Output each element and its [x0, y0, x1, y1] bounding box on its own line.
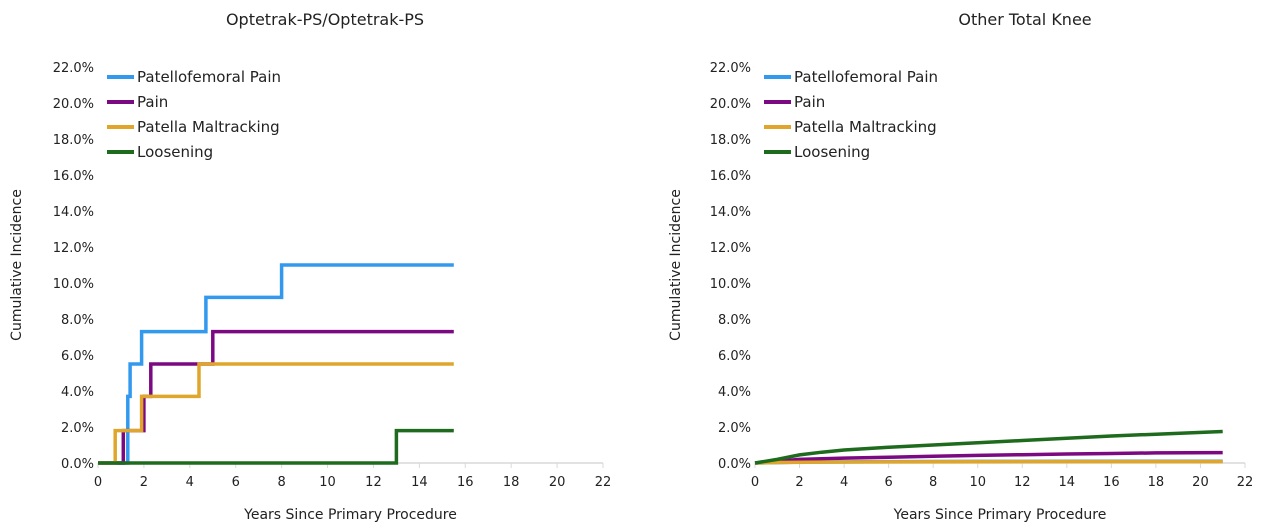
y-tick-label: 18.0% — [710, 133, 751, 148]
y-tick-label: 12.0% — [53, 241, 94, 256]
legend-label: Patella Maltracking — [137, 118, 280, 136]
series-line-patella-maltracking — [754, 459, 1223, 465]
legend-label: Patella Maltracking — [794, 118, 937, 136]
x-tick-label: 14 — [411, 475, 428, 490]
x-axis-label: Years Since Primary Procedure — [893, 507, 1107, 523]
legend-label: Patellofemoral Pain — [794, 68, 938, 86]
y-tick-label: 12.0% — [710, 241, 751, 256]
y-tick-label: 20.0% — [710, 97, 751, 112]
x-tick-label: 20 — [549, 475, 566, 490]
y-tick-label: 16.0% — [53, 169, 94, 184]
x-tick-label: 8 — [277, 475, 285, 490]
x-tick-label: 18 — [503, 475, 520, 490]
series-line-pain — [754, 450, 1223, 465]
legend-label: Loosening — [794, 143, 870, 161]
x-tick-label: 0 — [94, 475, 102, 490]
chart-panel-optetrak: Optetrak-PS/Optetrak-PS 0.0% 2.0% 4.0% 6.0% 8… — [0, 0, 640, 527]
x-axis-label: Years Since Primary Procedure — [243, 507, 457, 523]
x-tick-label: 8 — [929, 475, 937, 490]
series-line-patella-maltracking — [98, 362, 454, 465]
legend-label: Pain — [137, 93, 168, 111]
y-tick-label: 0.0% — [61, 457, 94, 472]
y-tick-label: 2.0% — [718, 421, 751, 436]
chart-title: Other Total Knee — [958, 10, 1091, 29]
y-tick-label: 14.0% — [53, 205, 94, 220]
y-tick-label: 22.0% — [53, 61, 94, 76]
x-tick-label: 10 — [319, 475, 336, 490]
y-tick-label: 10.0% — [710, 277, 751, 292]
y-tick-label: 10.0% — [53, 277, 94, 292]
x-tick-label: 2 — [140, 475, 148, 490]
legend-label: Pain — [794, 93, 825, 111]
x-tick-label: 16 — [1103, 475, 1120, 490]
x-tick-label: 22 — [595, 475, 612, 490]
x-tick-label: 22 — [1237, 475, 1254, 490]
chart-title: Optetrak-PS/Optetrak-PS — [226, 10, 424, 29]
x-tick-label: 12 — [365, 475, 382, 490]
y-tick-label: 20.0% — [53, 97, 94, 112]
y-tick-label: 2.0% — [61, 421, 94, 436]
y-tick-label: 22.0% — [710, 61, 751, 76]
series-line-patellofemoral-pain — [98, 263, 454, 465]
y-axis-label: Cumulative Incidence — [668, 189, 684, 341]
y-tick-label: 8.0% — [718, 313, 751, 328]
x-tick-label: 2 — [795, 475, 803, 490]
x-tick-label: 14 — [1059, 475, 1076, 490]
x-tick-label: 10 — [969, 475, 986, 490]
x-tick-label: 6 — [884, 475, 892, 490]
y-tick-label: 16.0% — [710, 169, 751, 184]
y-tick-label: 4.0% — [718, 385, 751, 400]
chart-other-total-knee: Other Total Knee 0.0% 2.0% 4.0% 6.0% 8.0% 10.0… — [668, 10, 1254, 523]
y-tick-label: 4.0% — [61, 385, 94, 400]
x-tick-label: 18 — [1148, 475, 1165, 490]
x-tick-label: 4 — [186, 475, 194, 490]
y-tick-label: 6.0% — [61, 349, 94, 364]
y-tick-label: 6.0% — [718, 349, 751, 364]
series-line-loosening — [754, 429, 1223, 465]
y-axis-label: Cumulative Incidence — [9, 189, 25, 341]
x-tick-label: 0 — [751, 475, 759, 490]
x-tick-label: 20 — [1192, 475, 1209, 490]
series-line-loosening — [98, 428, 454, 465]
legend-label: Loosening — [137, 143, 213, 161]
chart-panel-other-total-knee: Other Total Knee 0.0% 2.0% 4.0% 6.0% 8.0% 10.0… — [640, 0, 1279, 527]
y-tick-label: 8.0% — [61, 313, 94, 328]
x-tick-label: 6 — [232, 475, 240, 490]
y-tick-label: 14.0% — [710, 205, 751, 220]
y-tick-label: 18.0% — [53, 133, 94, 148]
x-tick-label: 12 — [1014, 475, 1031, 490]
x-tick-label: 16 — [457, 475, 474, 490]
legend-label: Patellofemoral Pain — [137, 68, 281, 86]
y-tick-label: 0.0% — [718, 457, 751, 472]
chart-optetrak: Optetrak-PS/Optetrak-PS 0.0% 2.0% 4.0% 6.0% 8… — [9, 10, 612, 523]
x-tick-label: 4 — [840, 475, 848, 490]
